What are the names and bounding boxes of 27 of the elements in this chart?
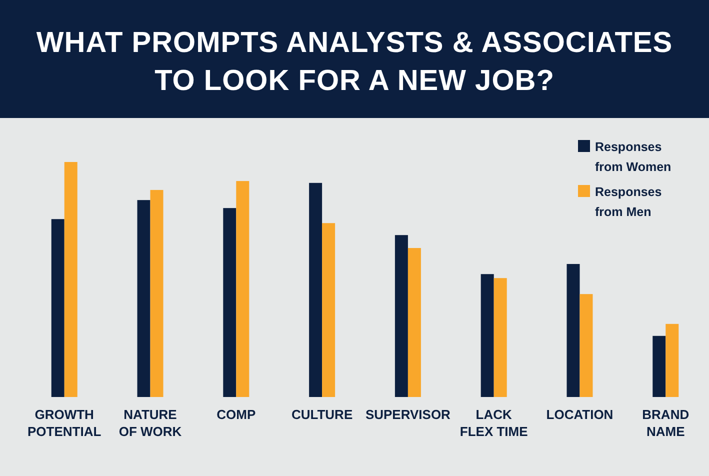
x-tick-label: CULTURE — [291, 407, 353, 422]
legend-label: Responses from Women — [595, 140, 672, 174]
bar — [223, 208, 236, 397]
bar — [150, 190, 164, 397]
x-tick-label: LACK FLEX TIME — [460, 407, 528, 439]
bar — [137, 200, 150, 397]
bar — [64, 162, 78, 397]
x-tick-label: LOCATION — [546, 407, 614, 422]
x-tick-label: NATURE OF WORK — [118, 407, 182, 439]
bar — [236, 181, 250, 397]
bar — [566, 264, 580, 397]
bar — [394, 235, 408, 397]
legend-label: Responses from Men — [595, 185, 662, 219]
bar — [480, 274, 494, 397]
bar — [51, 219, 64, 397]
bar — [408, 248, 421, 397]
x-tick-label: GROWTH POTENTIAL — [28, 407, 102, 439]
x-tick-label: COMP — [216, 407, 256, 422]
bar — [494, 278, 507, 397]
bar — [652, 336, 666, 397]
bar — [309, 182, 322, 397]
bar — [666, 324, 679, 397]
bar — [322, 223, 336, 397]
x-tick-label: BRAND NAME — [642, 407, 690, 439]
x-tick-label: SUPERVISOR — [365, 407, 452, 422]
bar — [580, 294, 593, 397]
chart-title: WHAT PROMPTS ANALYSTS & ASSOCIATES TO LOOK FOR A NEW JOB? — [36, 27, 673, 97]
